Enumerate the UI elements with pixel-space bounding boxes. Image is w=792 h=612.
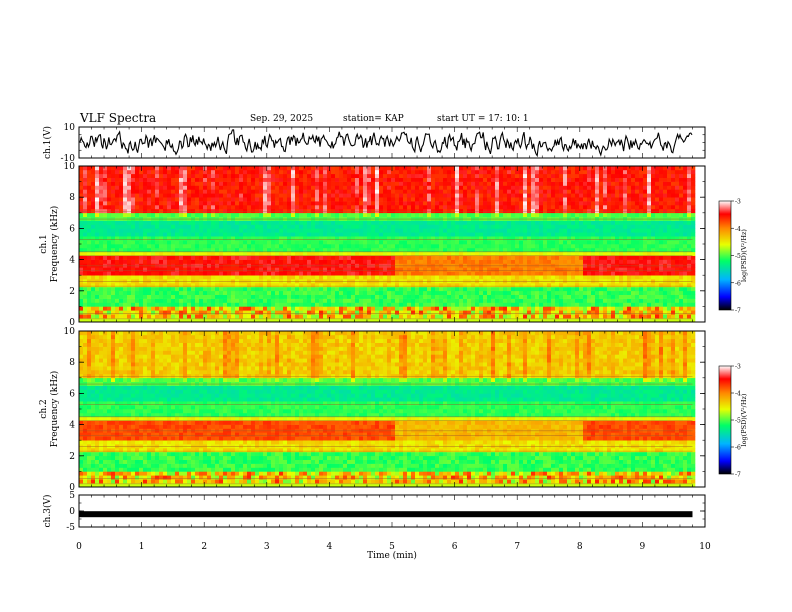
colorbar-tick-label: -6 (735, 445, 741, 452)
colorbar-label: log(PSD)(V²/Hz) (740, 229, 748, 282)
x-tick-label: 7 (514, 542, 520, 552)
y-tick-label: -5 (66, 523, 75, 533)
colorbar-tick-label: -5 (735, 418, 741, 425)
x-tick-label: 10 (699, 542, 711, 552)
colorbar-tick-label: -3 (735, 199, 741, 206)
y-tick-label: 2 (69, 287, 75, 297)
ch3-waveform-frame (78, 494, 706, 528)
x-tick-label: 1 (139, 542, 145, 552)
y-tick-label: 2 (69, 452, 75, 462)
date-label: Sep. 29, 2025 (250, 114, 314, 124)
y-tick-label: 6 (69, 224, 75, 234)
colorbar-tick-label: -5 (735, 253, 741, 260)
ch3-waveform-trace (79, 511, 693, 518)
y-tick-label: 10 (64, 162, 76, 172)
colorbar-tick-label: -6 (735, 280, 741, 287)
colorbar-tick-label: -7 (735, 472, 741, 479)
x-tick-label: 5 (389, 542, 395, 552)
ch1-waveform-frame (78, 126, 706, 159)
x-tick-label: 3 (264, 542, 270, 552)
x-tick-label: 9 (640, 542, 646, 552)
colorbar-label: log(PSD)(V²/Hz) (740, 393, 748, 446)
x-tick-label: 8 (577, 542, 583, 552)
y-axis-label: ch.1 (39, 234, 49, 253)
x-tick-label: 6 (452, 542, 458, 552)
y-tick-label: -10 (61, 154, 76, 164)
y-tick-label: 8 (69, 358, 75, 368)
x-tick-label: 0 (76, 542, 82, 552)
x-tick-label: 4 (327, 542, 333, 552)
y-axis-label: Frequency (kHz) (49, 371, 60, 448)
y-tick-label: 5 (69, 491, 75, 501)
ch2-spectrogram-colorbar (719, 366, 731, 474)
plot-title: VLF Spectra (80, 111, 157, 125)
ch2-spectrogram-cells (79, 331, 696, 488)
start-time-label: start UT = 17: 10: 1 (437, 114, 529, 124)
y-tick-label: 10 (64, 327, 76, 337)
y-tick-label: 0 (69, 483, 75, 493)
ch1-spectrogram-frame (78, 165, 706, 323)
x-axis-label: Time (min) (367, 550, 417, 561)
y-tick-label: 6 (69, 389, 75, 399)
colorbar-tick-label: -4 (735, 226, 741, 233)
y-axis-label: ch.2 (39, 399, 49, 418)
y-tick-label: 8 (69, 193, 75, 203)
y-tick-label: 0 (69, 507, 75, 517)
y-axis-label: ch.1(V) (42, 126, 53, 159)
ch1-waveform-trace (79, 129, 693, 158)
x-tick-label: 2 (201, 542, 207, 552)
y-axis-label: Frequency (kHz) (49, 206, 60, 283)
ch2-spectrogram-frame (78, 330, 706, 488)
y-tick-label: 4 (69, 256, 75, 266)
ch1-spectrogram-cells (79, 166, 696, 323)
colorbar-tick-label: -7 (735, 308, 741, 315)
y-tick-label: 4 (69, 421, 75, 431)
y-tick-label: 10 (64, 123, 76, 133)
y-axis-label: ch.3(V) (42, 495, 53, 528)
station-label: station= KAP (343, 114, 404, 124)
y-tick-label: 0 (69, 318, 75, 328)
colorbar-tick-label: -3 (735, 364, 741, 371)
colorbar-tick-label: -4 (735, 391, 741, 398)
ch1-spectrogram-colorbar (719, 201, 731, 310)
